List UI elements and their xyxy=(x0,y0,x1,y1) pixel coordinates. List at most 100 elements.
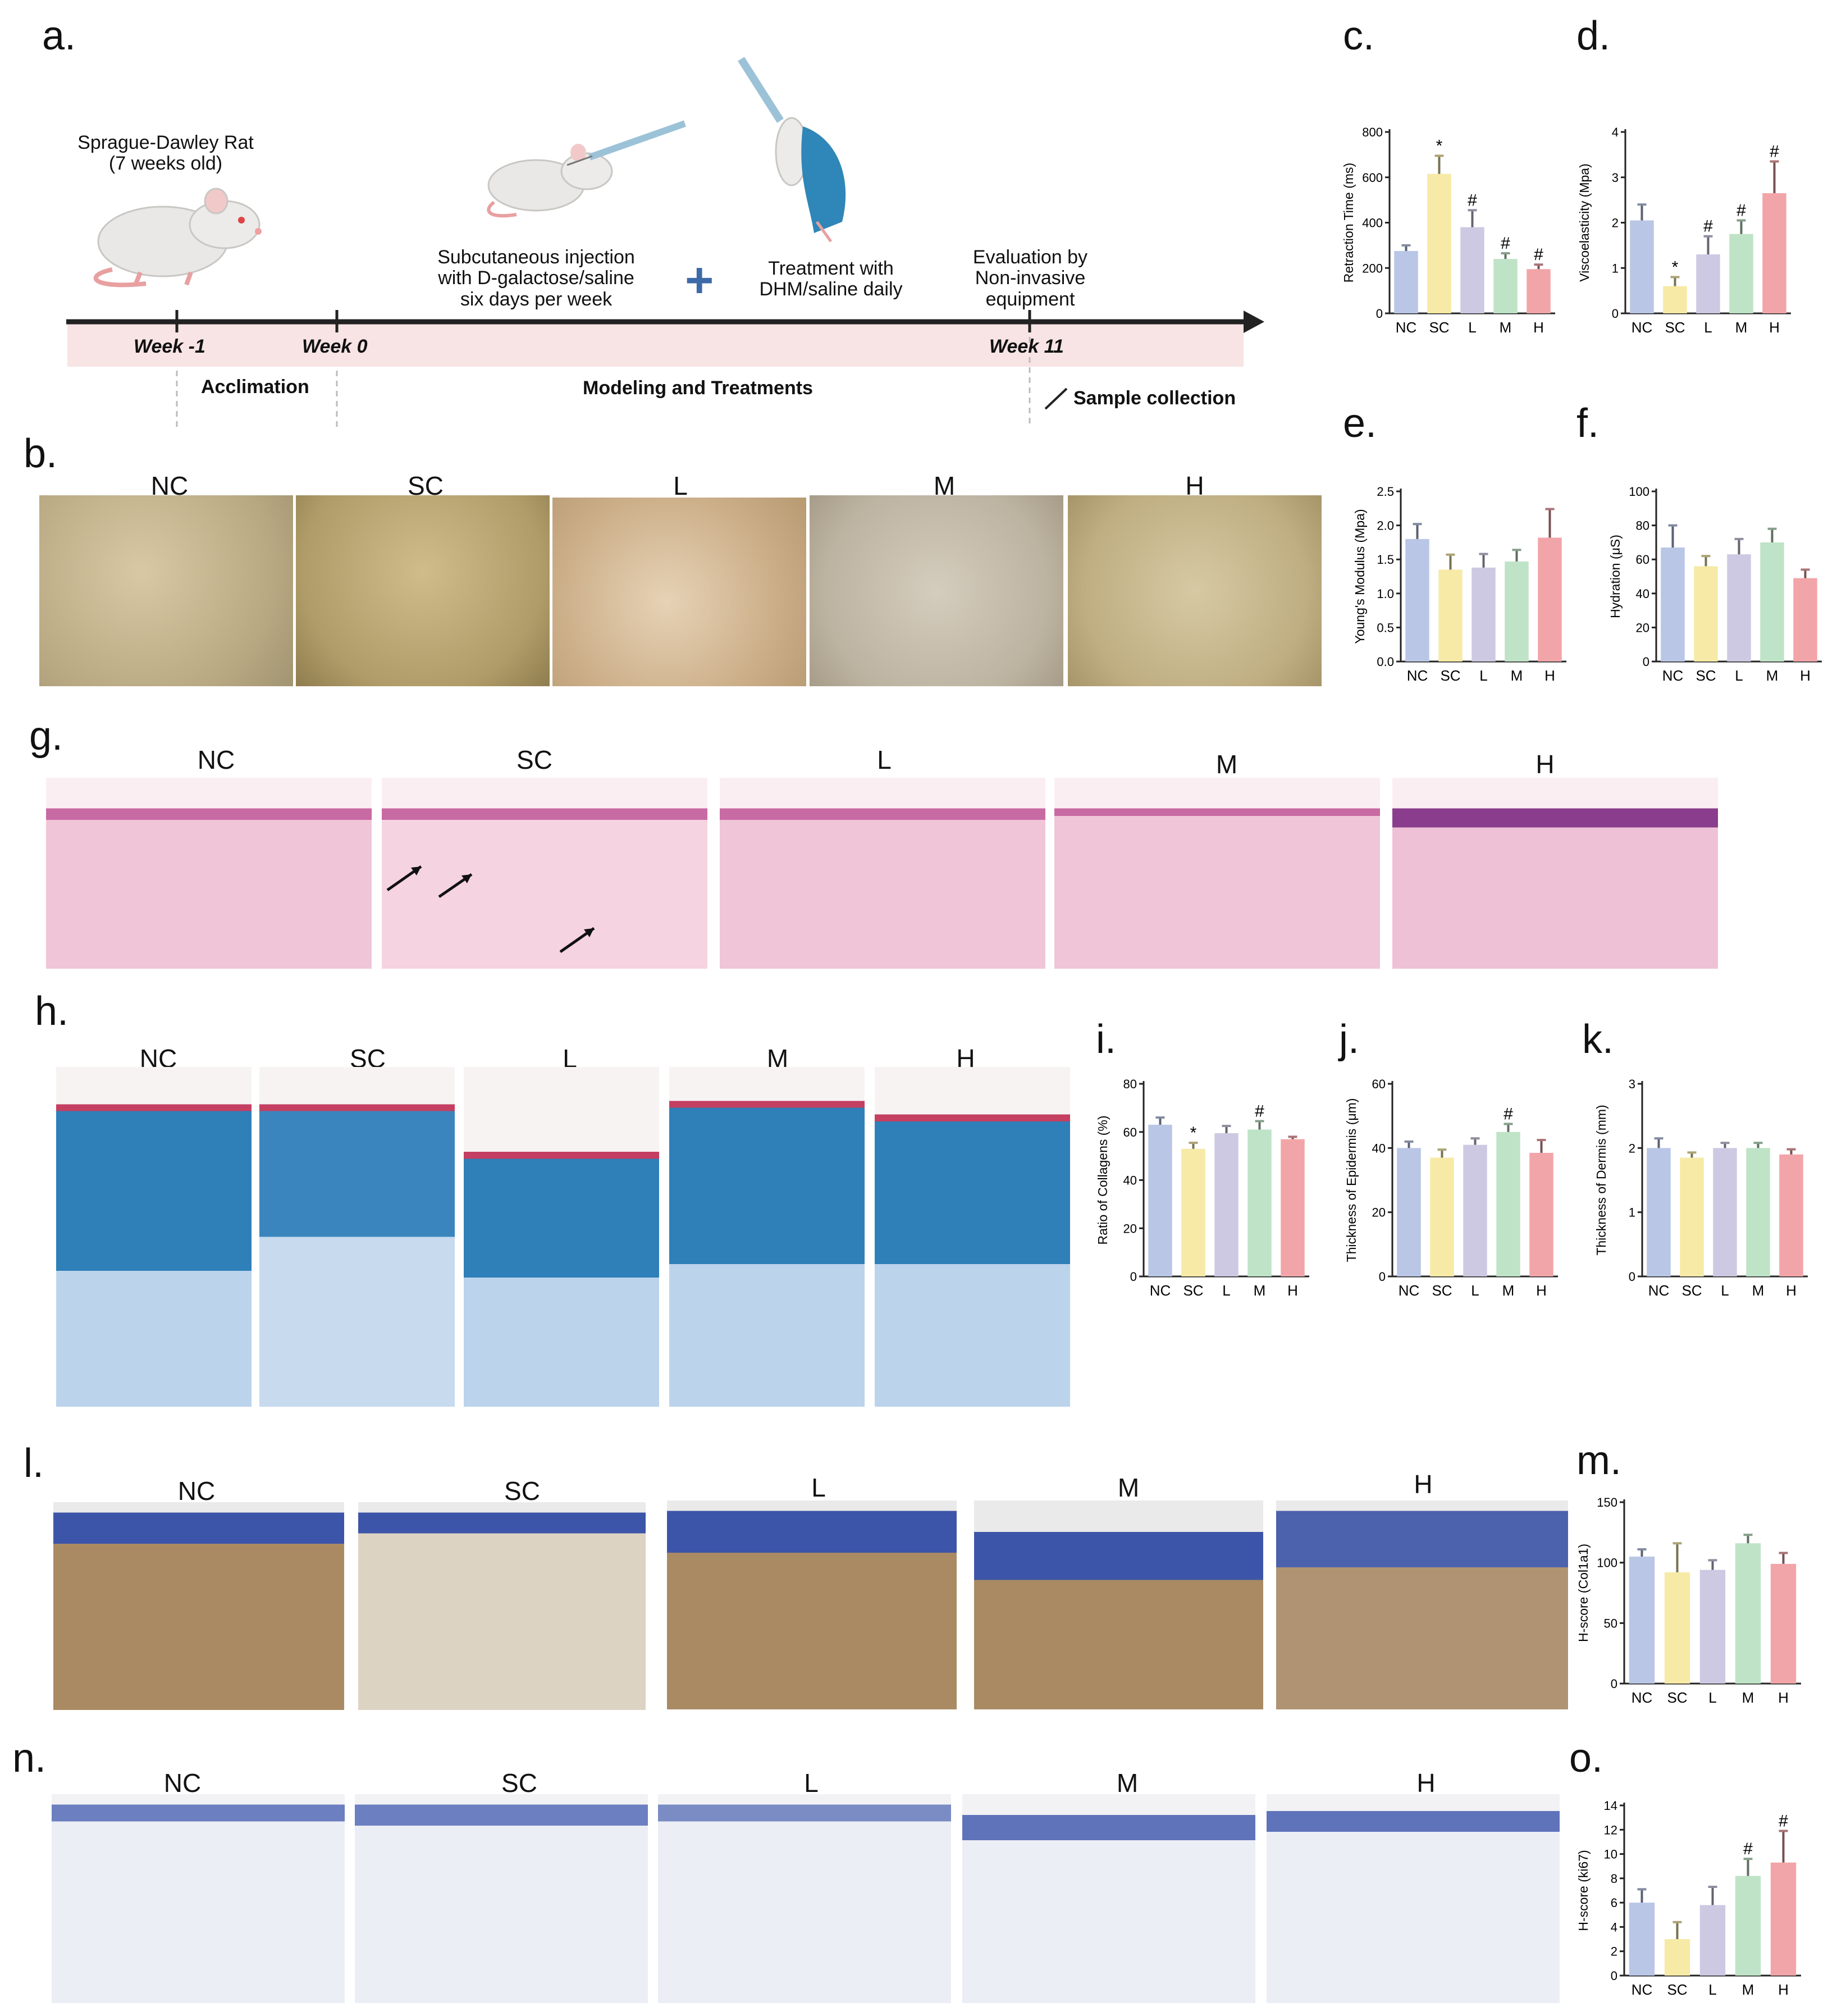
he-image-h xyxy=(1392,778,1718,969)
bar-h xyxy=(1770,1862,1797,1976)
y-tick-label: 1.5 xyxy=(1377,553,1394,567)
bar-m xyxy=(1746,1148,1770,1276)
y-tick-label: 600 xyxy=(1362,171,1383,185)
bar-m xyxy=(1760,542,1784,662)
bar-nc xyxy=(1629,1903,1655,1976)
x-tick-label: SC xyxy=(1432,1282,1452,1299)
panel-label-g: g. xyxy=(29,714,63,759)
y-tick-label: 14 xyxy=(1604,1799,1617,1813)
evaluation-line1: Evaluation by xyxy=(972,247,1088,268)
g-label-l: L xyxy=(877,745,892,774)
bar-h xyxy=(1779,1154,1803,1276)
y-tick-label: 1 xyxy=(1629,1206,1635,1220)
y-tick-label: 20 xyxy=(1636,621,1649,635)
treatment-label: Treatment with DHM/saline daily xyxy=(738,258,924,300)
b-label-l: L xyxy=(673,471,688,500)
bar-h xyxy=(1793,578,1817,662)
significance-mark: # xyxy=(1779,1812,1788,1830)
ki67-image-h xyxy=(1267,1794,1560,2003)
y-tick-label: 0 xyxy=(1611,1677,1617,1691)
x-tick-label: M xyxy=(1254,1282,1266,1299)
y-axis-label: H-score (ki67) xyxy=(1576,1850,1591,1931)
g-label-sc: SC xyxy=(517,745,552,774)
panel-label-h: h. xyxy=(35,989,69,1034)
x-tick-label: SC xyxy=(1183,1282,1203,1299)
y-tick-label: 100 xyxy=(1629,485,1649,499)
chart-d: Viscoelasticity (Mpa) 0 1 2 3 4 NC * SC # L # M # H xyxy=(1577,125,1791,336)
rat-label-line2: (7 weeks old) xyxy=(108,153,223,175)
y-tick-label: 20 xyxy=(1372,1206,1386,1220)
bar-h xyxy=(1762,193,1786,313)
bar-sc xyxy=(1430,1157,1454,1276)
y-tick-label: 0 xyxy=(1376,307,1383,321)
y-tick-label: 1.0 xyxy=(1377,587,1394,601)
y-tick-label: 3 xyxy=(1629,1077,1635,1091)
x-tick-label: L xyxy=(1471,1282,1479,1299)
n-label-l: L xyxy=(804,1768,819,1798)
week-minus1-label: Week -1 xyxy=(134,336,205,357)
bar-nc xyxy=(1661,547,1685,662)
evaluation-line2: Non-invasive xyxy=(975,267,1086,289)
col1a1-image-l xyxy=(667,1500,957,1709)
he-image-nc xyxy=(46,778,372,969)
bar-h xyxy=(1527,269,1551,313)
y-tick-label: 2 xyxy=(1629,1141,1635,1155)
ki67-image-m xyxy=(962,1794,1255,2003)
bar-l xyxy=(1713,1148,1737,1276)
bar-nc xyxy=(1630,220,1654,313)
bar-sc xyxy=(1181,1148,1205,1276)
x-tick-label: H xyxy=(1778,1981,1789,1998)
x-tick-label: SC xyxy=(1681,1282,1702,1299)
significance-mark: # xyxy=(1770,142,1779,161)
col1a1-image-sc xyxy=(358,1502,646,1710)
masson-image-nc xyxy=(56,1067,252,1407)
x-tick-label: NC xyxy=(1632,319,1653,336)
y-axis-label: Viscoelasticity (Mpa) xyxy=(1577,163,1592,281)
significance-mark: # xyxy=(1503,1105,1513,1123)
y-tick-label: 12 xyxy=(1604,1823,1617,1837)
significance-mark: # xyxy=(1703,217,1713,236)
x-tick-label: H xyxy=(1533,319,1544,336)
bar-m xyxy=(1729,234,1753,313)
sample-collection-label: Sample collection xyxy=(1073,387,1236,409)
chart-e: Young's Modulus (Mpa) 0.0 0.5 1.0 1.5 2.0 2.5 N… xyxy=(1352,485,1566,684)
x-tick-label: SC xyxy=(1696,667,1716,684)
skin-photo-sc xyxy=(296,495,550,686)
bar-h xyxy=(1281,1139,1305,1276)
chart-f: Hydration (μS) 0 20 40 60 80 100 NC SC L M H xyxy=(1608,485,1822,684)
panel-label-a: a. xyxy=(42,13,76,58)
panel-label-c: c. xyxy=(1343,13,1375,58)
bar-h xyxy=(1529,1152,1553,1276)
x-tick-label: M xyxy=(1502,1282,1515,1299)
x-tick-label: L xyxy=(1708,1981,1716,1998)
panel-label-e: e. xyxy=(1343,401,1377,446)
rat-injection-icon xyxy=(487,120,686,218)
y-tick-label: 800 xyxy=(1362,125,1383,139)
y-axis-label: Retraction Time (ms) xyxy=(1341,163,1356,282)
x-tick-label: M xyxy=(1766,667,1779,684)
col1a1-image-m xyxy=(974,1500,1263,1709)
y-tick-label: 50 xyxy=(1604,1616,1617,1630)
y-tick-label: 2.0 xyxy=(1377,519,1394,533)
y-axis-label: H-score (Col1a1) xyxy=(1576,1544,1591,1642)
masson-image-l xyxy=(464,1067,659,1407)
x-tick-label: NC xyxy=(1648,1282,1670,1299)
panel-label-m: m. xyxy=(1576,1438,1621,1483)
skin-photo-nc xyxy=(39,495,293,686)
y-tick-label: 4 xyxy=(1612,125,1619,139)
g-label-nc: NC xyxy=(197,745,235,774)
bar-nc xyxy=(1397,1148,1421,1276)
y-tick-label: 150 xyxy=(1597,1495,1617,1509)
y-tick-label: 40 xyxy=(1372,1141,1386,1155)
bar-sc xyxy=(1438,569,1463,662)
x-tick-label: SC xyxy=(1665,319,1685,336)
x-tick-label: M xyxy=(1511,667,1523,684)
x-tick-label: M xyxy=(1752,1282,1765,1299)
he-image-l xyxy=(720,778,1045,969)
y-axis-label: Ratio of Collagens (%) xyxy=(1095,1115,1110,1244)
evaluation-line3: equipment xyxy=(985,288,1075,310)
col1a1-image-nc xyxy=(53,1502,344,1710)
significance-mark: # xyxy=(1501,234,1510,253)
x-tick-label: NC xyxy=(1407,667,1428,684)
x-tick-label: M xyxy=(1742,1689,1754,1706)
